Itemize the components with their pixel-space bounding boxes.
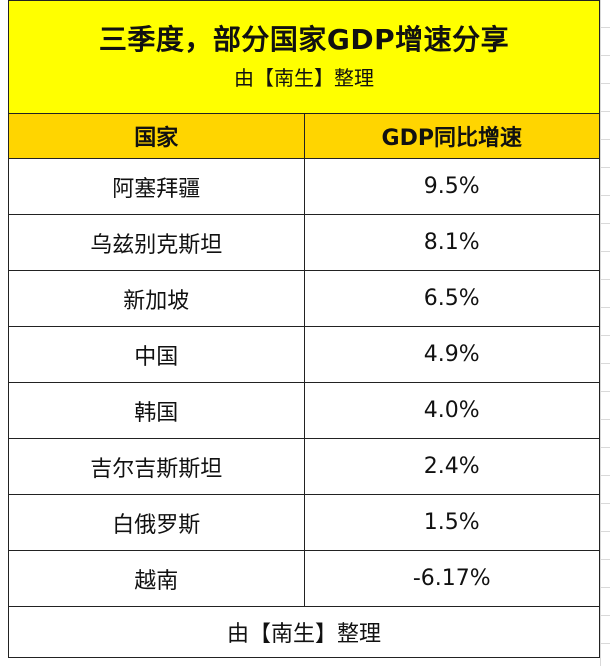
country-cell: 韩国 (8, 382, 305, 439)
growth-cell: 4.0% (303, 382, 600, 439)
footer-row: 由【南生】整理 (8, 606, 600, 658)
table-row: 中国 4.9% (8, 326, 600, 383)
country-cell: 越南 (8, 550, 305, 607)
table-row: 白俄罗斯 1.5% (8, 494, 600, 551)
table-row: 新加坡 6.5% (8, 270, 600, 327)
growth-cell: 8.1% (303, 214, 600, 271)
growth-cell: 1.5% (303, 494, 600, 551)
table-row: 吉尔吉斯斯坦 2.4% (8, 438, 600, 495)
growth-cell: -6.17% (303, 550, 600, 607)
footer-note: 由【南生】整理 (8, 606, 600, 658)
table-row: 韩国 4.0% (8, 382, 600, 439)
country-cell: 吉尔吉斯斯坦 (8, 438, 305, 495)
country-cell: 乌兹别克斯坦 (8, 214, 305, 271)
gdp-table: 三季度，部分国家GDP增速分享 由【南生】整理 国家 GDP同比增速 阿塞拜疆 … (8, 0, 600, 658)
country-cell: 新加坡 (8, 270, 305, 327)
table-subtitle: 由【南生】整理 (234, 66, 374, 90)
country-cell: 白俄罗斯 (8, 494, 305, 551)
table-title: 三季度，部分国家GDP增速分享 (98, 23, 510, 56)
table-row: 乌兹别克斯坦 8.1% (8, 214, 600, 271)
title-cell: 三季度，部分国家GDP增速分享 由【南生】整理 (8, 0, 600, 114)
growth-cell: 6.5% (303, 270, 600, 327)
header-row: 国家 GDP同比增速 (8, 113, 600, 159)
table-row: 阿塞拜疆 9.5% (8, 158, 600, 215)
country-cell: 中国 (8, 326, 305, 383)
growth-cell: 4.9% (303, 326, 600, 383)
gridlines (600, 0, 610, 666)
growth-cell: 9.5% (303, 158, 600, 215)
table-row: 越南 -6.17% (8, 550, 600, 607)
header-country: 国家 (8, 113, 305, 159)
country-cell: 阿塞拜疆 (8, 158, 305, 215)
header-growth: GDP同比增速 (303, 113, 600, 159)
growth-cell: 2.4% (303, 438, 600, 495)
